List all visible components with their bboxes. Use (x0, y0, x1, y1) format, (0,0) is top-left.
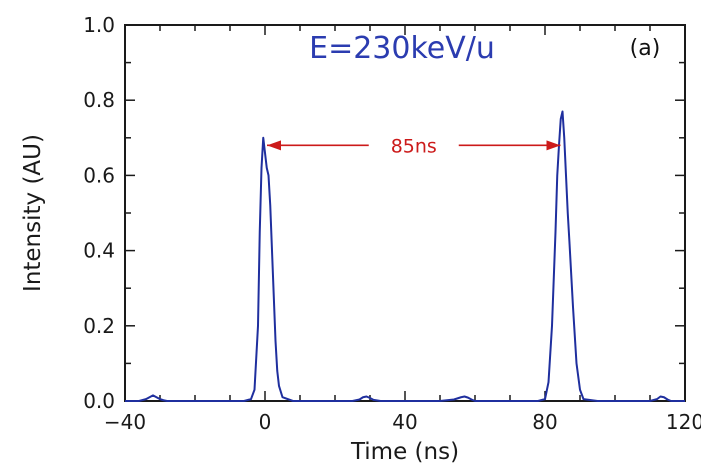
x-tick-label: 40 (392, 410, 417, 434)
x-tick-label: −40 (104, 410, 146, 434)
plot-frame (124, 24, 686, 402)
annotation-group: 85ns (267, 135, 561, 157)
y-tick-label: 0.2 (83, 314, 115, 338)
chart-title: E=230keV/u (309, 31, 495, 66)
panel-label: (a) (630, 36, 661, 61)
tick-labels: −40 0 40 80 120 0.0 0.2 0.4 0.6 0.8 1.0 (83, 13, 701, 434)
y-tick-label: 0.6 (83, 163, 115, 187)
intensity-series-line (125, 110, 685, 402)
y-tick-label: 0.0 (83, 389, 115, 413)
y-tick-label: 1.0 (83, 13, 115, 37)
arrowhead-left-icon (267, 140, 281, 151)
data-series (125, 110, 685, 402)
x-axis-title: Time (ns) (350, 439, 459, 465)
y-axis-title: Intensity (AU) (20, 134, 46, 292)
arrowhead-right-icon (546, 140, 561, 151)
x-tick-label: 120 (666, 410, 701, 434)
tick-marks (124, 24, 686, 402)
y-tick-label: 0.8 (83, 88, 115, 112)
x-tick-label: 80 (532, 410, 557, 434)
x-tick-label: 0 (259, 410, 272, 434)
annotation-label: 85ns (391, 135, 437, 157)
y-tick-label: 0.4 (83, 239, 115, 263)
